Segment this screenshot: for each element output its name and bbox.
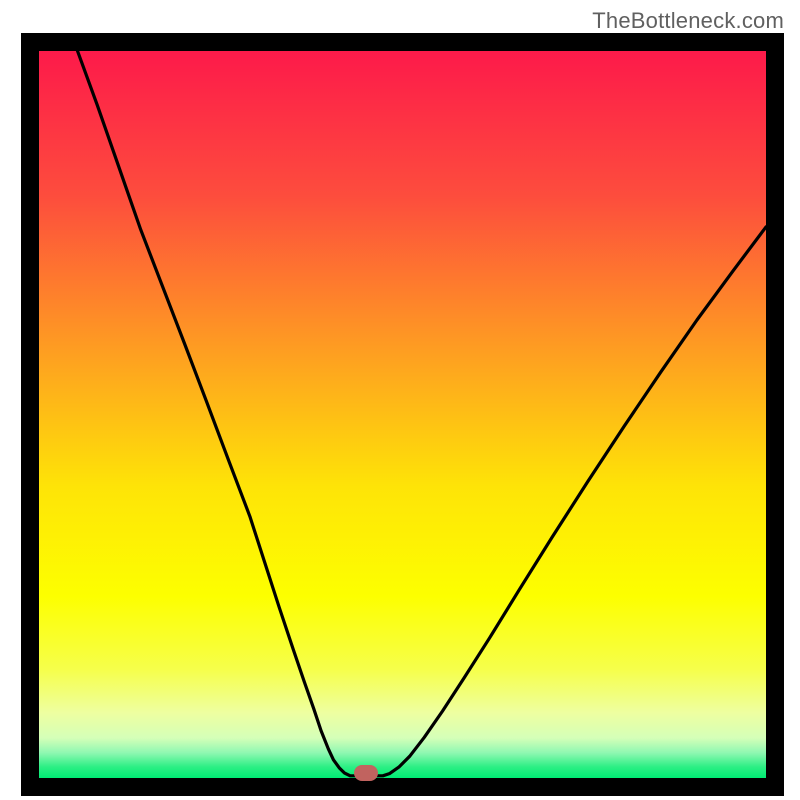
valley-marker — [354, 765, 378, 781]
plot-border — [21, 33, 784, 796]
watermark-text: TheBottleneck.com — [592, 8, 784, 34]
chart-canvas: TheBottleneck.com — [0, 0, 800, 800]
